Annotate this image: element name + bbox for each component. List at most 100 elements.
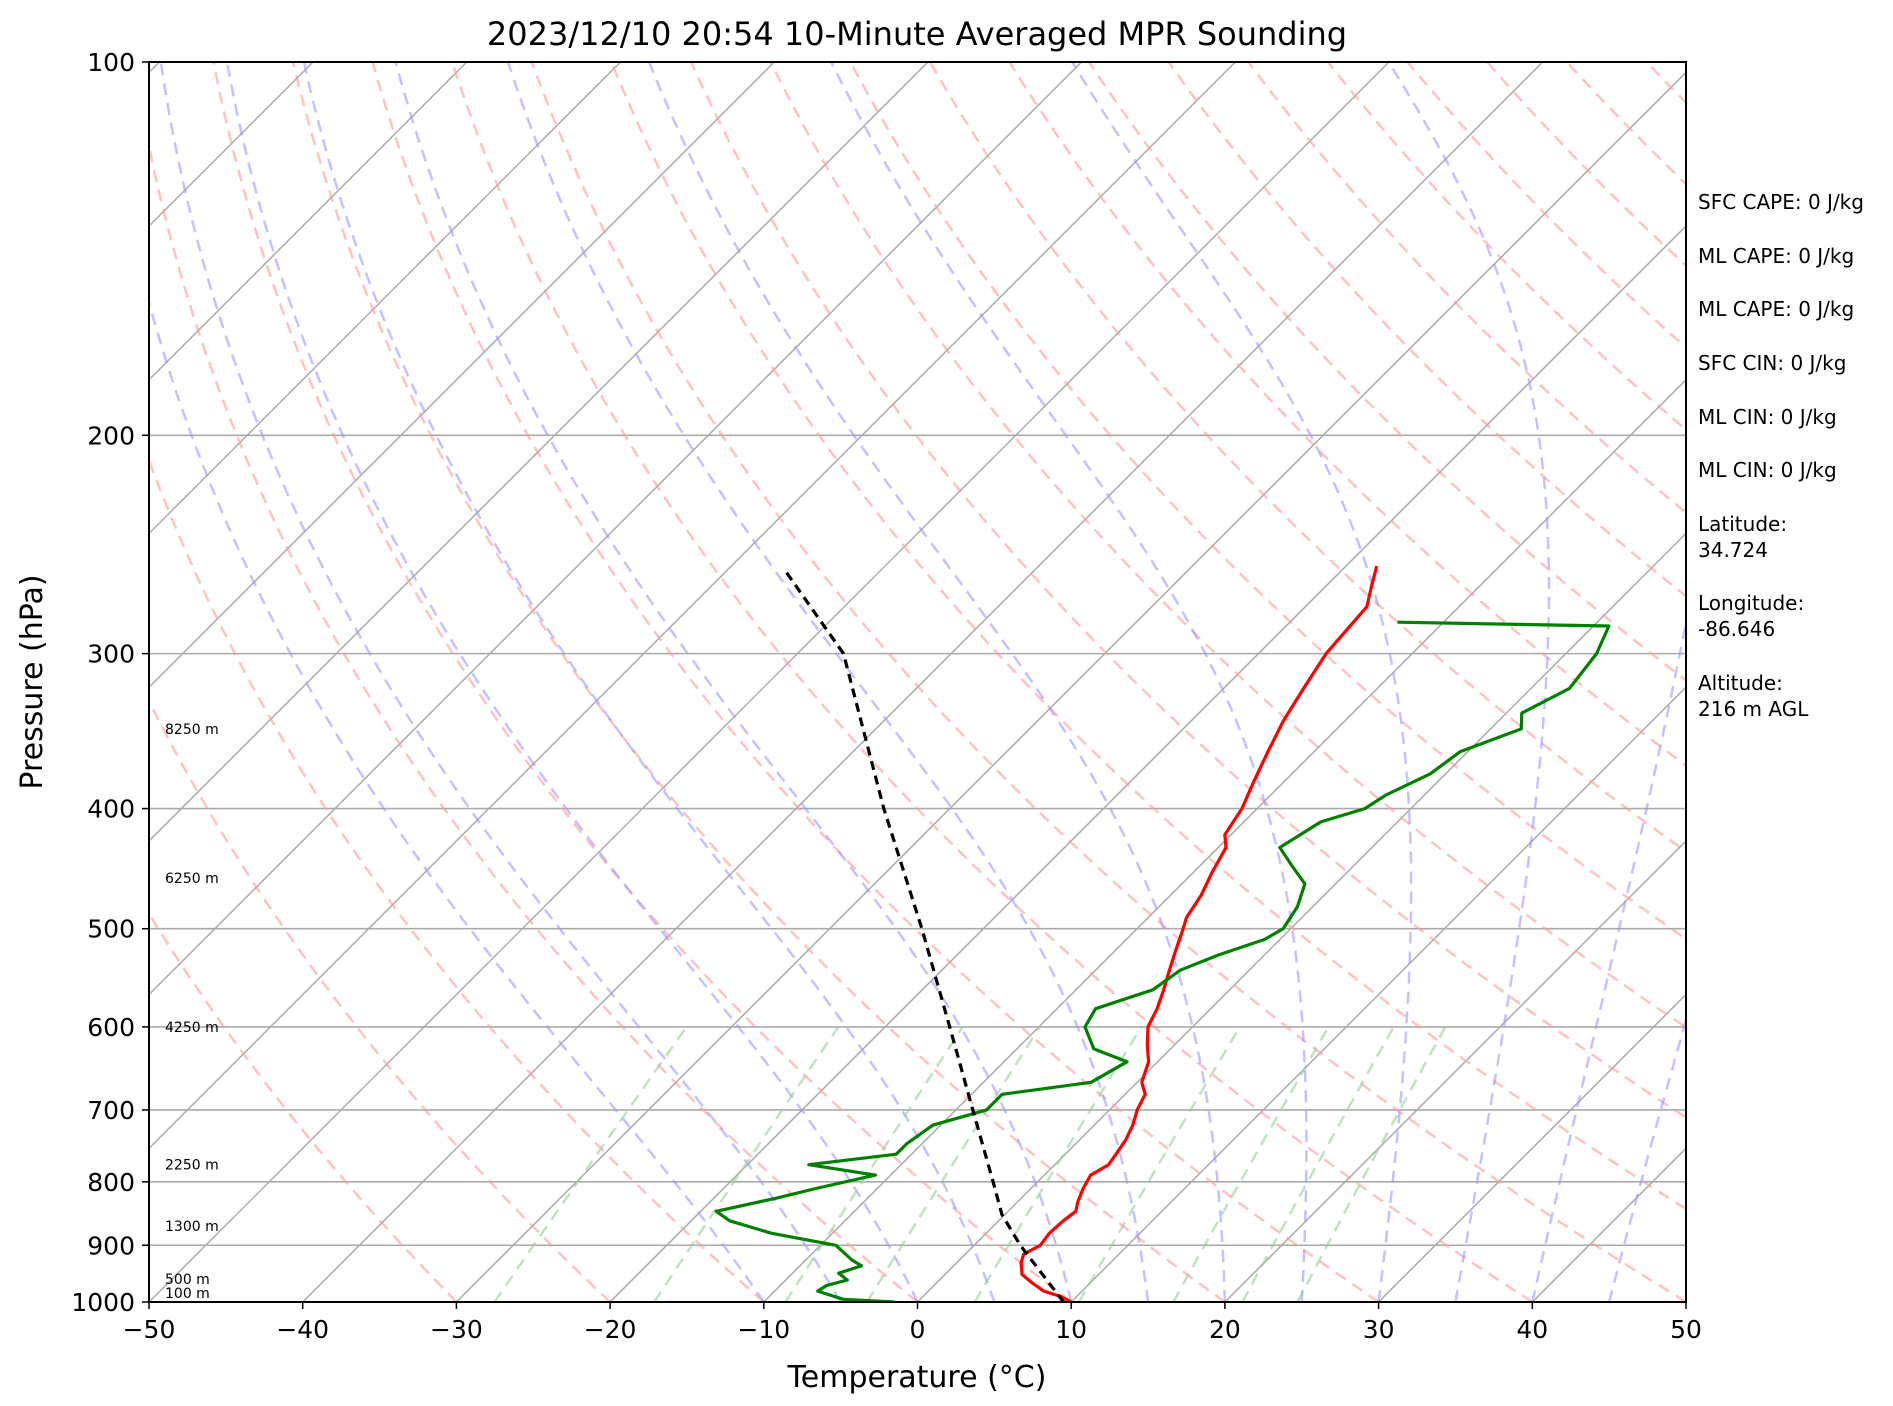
moist-adiabat [1531, 616, 1686, 1302]
height-label: 1300 m [165, 1219, 219, 1235]
y-tick-label: 800 [87, 1168, 135, 1197]
parcel-line [785, 571, 1065, 1302]
moist-adiabat [159, 62, 842, 1302]
background-lines [0, 62, 1686, 1302]
y-tick-label: 900 [87, 1231, 135, 1260]
mixing-ratio-line [865, 1026, 1041, 1302]
isotherm-line [149, 62, 1236, 1150]
mixing-ratio-line [493, 1026, 688, 1302]
y-tick-label: 400 [87, 795, 135, 824]
x-tick-label: −50 [123, 1315, 176, 1344]
isotherm-line [149, 62, 468, 381]
dry-adiabat [1088, 62, 1686, 682]
info-latitude-value: 34.724 [1698, 538, 1768, 562]
x-axis-label: Temperature (°C) [787, 1360, 1047, 1395]
info-longitude-label: Longitude: [1698, 591, 1804, 615]
dry-adiabat [928, 62, 1686, 854]
info-longitude-value: -86.646 [1698, 617, 1775, 641]
dry-adiabat [451, 62, 1533, 1302]
x-tick-label: −30 [430, 1315, 483, 1344]
isotherm-line [149, 62, 1390, 1302]
info-sfc-cape: SFC CAPE: 0 J/kg [1698, 190, 1864, 214]
mixing-ratio-line [1172, 1026, 1330, 1302]
x-tick-label: −20 [584, 1315, 637, 1344]
y-tick-label: 100 [87, 48, 135, 77]
mixing-ratio-line [784, 1026, 964, 1302]
dewpoint-line [714, 620, 1611, 1302]
x-tick-label: 50 [1670, 1315, 1702, 1344]
info-sfc-cin: SFC CIN: 0 J/kg [1698, 351, 1846, 375]
temperature-line [1019, 565, 1379, 1302]
x-tick-label: 30 [1363, 1315, 1395, 1344]
info-altitude-label: Altitude: [1698, 671, 1783, 695]
dry-adiabat [149, 140, 919, 1302]
isotherm-line [149, 62, 775, 689]
isotherm-line [455, 71, 1686, 1302]
moist-adiabat [647, 62, 1227, 1302]
plot-frame [148, 61, 1687, 1303]
isotherm-line [149, 62, 929, 842]
isotherm-line [0, 62, 6, 1302]
dry-adiabat [149, 698, 611, 1302]
info-panel: SFC CAPE: 0 J/kg ML CAPE: 0 J/kg ML CAPE… [1698, 190, 1864, 721]
mixing-ratio-line [1241, 1026, 1395, 1302]
isotherm-line [302, 62, 1544, 1302]
height-label: 100 m [165, 1286, 210, 1302]
dry-adiabat [212, 62, 1072, 1302]
dry-adiabat [371, 62, 1380, 1302]
dry-adiabat [149, 457, 765, 1302]
isotherm-line [149, 62, 622, 535]
chart-title: 2023/12/10 20:54 10-Minute Averaged MPR … [487, 15, 1347, 53]
dry-adiabat [530, 62, 1686, 1302]
height-label: 500 m [165, 1272, 210, 1288]
y-tick-label: 1000 [71, 1288, 135, 1317]
info-altitude-value: 216 m AGL [1698, 697, 1809, 721]
isotherm-line [916, 532, 1686, 1302]
x-axis-ticks: −50 −40 −30 −20 −10 0 10 20 30 40 50 [123, 1302, 1702, 1344]
mixing-ratio-line [653, 1026, 840, 1302]
x-tick-label: −40 [276, 1315, 329, 1344]
moist-adiabat [506, 62, 1150, 1302]
dry-adiabat [1326, 62, 1686, 432]
dry-adiabat [1406, 62, 1686, 350]
info-ml-cin-2: ML CIN: 0 J/kg [1698, 458, 1837, 482]
info-ml-cin-1: ML CIN: 0 J/kg [1698, 405, 1837, 429]
dry-adiabat [689, 62, 1686, 1119]
y-tick-label: 700 [87, 1096, 135, 1125]
mixing-ratio-line [973, 1026, 1143, 1302]
dry-adiabat [610, 62, 1686, 1211]
x-tick-label: 20 [1209, 1315, 1241, 1344]
moist-adiabat [394, 62, 1073, 1302]
y-tick-label: 300 [87, 640, 135, 669]
y-tick-label: 500 [87, 915, 135, 944]
dry-adiabat [1167, 62, 1686, 598]
x-tick-label: 40 [1516, 1315, 1548, 1344]
height-label: 4250 m [165, 1020, 219, 1036]
y-axis-ticks: 100 200 300 400 500 600 700 800 900 1000 [71, 48, 149, 1317]
info-ml-cape-2: ML CAPE: 0 J/kg [1698, 297, 1854, 321]
moist-adiabat [1071, 62, 1413, 1302]
isotherm-line [1070, 686, 1686, 1302]
moist-adiabat [302, 62, 996, 1302]
height-label: 6250 m [165, 871, 219, 887]
info-latitude-label: Latitude: [1698, 512, 1787, 536]
x-tick-label: 0 [910, 1315, 926, 1344]
height-label: 2250 m [165, 1158, 219, 1174]
x-tick-label: 10 [1055, 1315, 1087, 1344]
info-ml-cape-1: ML CAPE: 0 J/kg [1698, 244, 1854, 268]
height-label: 8250 m [165, 722, 219, 738]
moist-adiabat [1607, 1015, 1686, 1302]
x-tick-label: −10 [737, 1315, 790, 1344]
dry-adiabat [1008, 62, 1686, 768]
isotherm-line [149, 62, 1083, 996]
moist-adiabat [1387, 62, 1551, 1302]
moist-adiabat [149, 297, 765, 1302]
y-axis-label: Pressure (hPa) [15, 574, 50, 789]
dry-adiabat [291, 62, 1226, 1302]
y-tick-label: 200 [87, 421, 135, 450]
moist-adiabat [830, 62, 1308, 1302]
y-tick-label: 600 [87, 1013, 135, 1042]
data-lines [714, 565, 1611, 1302]
